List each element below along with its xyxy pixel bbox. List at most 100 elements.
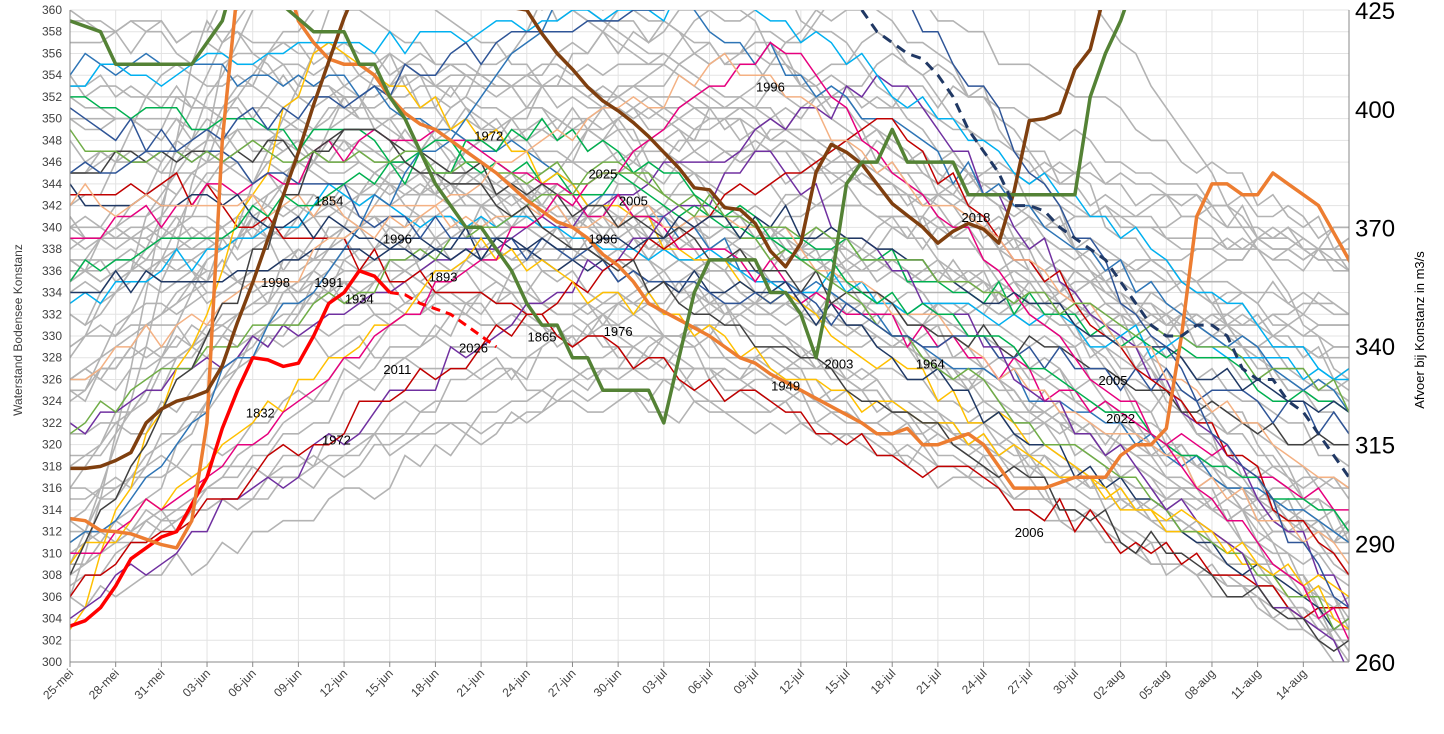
context-series-line <box>70 128 1349 511</box>
y-tick-label: 308 <box>42 568 62 582</box>
context-series-line <box>70 52 1349 489</box>
y-tick-label: 302 <box>42 633 62 647</box>
y2-tick-label: 425 <box>1355 0 1395 25</box>
x-tick-label: 27-jun <box>545 666 578 699</box>
y-tick-label: 328 <box>42 351 62 365</box>
y-tick-label: 316 <box>42 481 62 495</box>
year-label-1996: 1996 <box>383 232 412 247</box>
x-tick-label: 31-mei <box>132 666 168 702</box>
year-label-1996: 1996 <box>756 80 785 95</box>
x-tick-label: 15-jun <box>362 666 395 699</box>
y-tick-label: 306 <box>42 590 62 604</box>
historical-series-line <box>70 10 1349 283</box>
x-tick-label: 25-mei <box>40 666 76 702</box>
y-tick-label: 326 <box>42 372 62 386</box>
x-tick-label: 18-jun <box>408 666 441 699</box>
year-label-1934: 1934 <box>345 291 374 306</box>
x-tick-label: 06-jun <box>225 666 258 699</box>
year-label-2022: 2022 <box>1106 411 1135 426</box>
y-tick-label: 346 <box>42 155 62 169</box>
x-tick-label: 15-jul <box>822 666 853 697</box>
year-label-1976: 1976 <box>604 324 633 339</box>
x-tick-label: 30-jun <box>591 666 624 699</box>
x-tick-label: 12-jul <box>776 666 807 697</box>
y-tick-label: 318 <box>42 459 62 473</box>
year-labels-group: 1996 1972 2025 1854 2005 1996 1996 2018 1893 1998… <box>246 80 1135 541</box>
y-tick-label: 356 <box>42 46 62 60</box>
context-series-line <box>70 171 1349 620</box>
y-tick-label: 332 <box>42 307 62 321</box>
year-label-1998: 1998 <box>261 275 290 290</box>
year-label-2026: 2026 <box>459 340 488 355</box>
series-line-2026 <box>389 291 498 349</box>
year-label-1949: 1949 <box>771 378 800 393</box>
year-label-2005: 2005 <box>619 194 648 209</box>
y-tick-label: 340 <box>42 220 62 234</box>
y-tick-label: 310 <box>42 546 62 560</box>
y-tick-label: 324 <box>42 394 62 408</box>
x-tick-label: 24-jun <box>499 666 532 699</box>
year-label-1832: 1832 <box>246 406 275 421</box>
year-label-2011: 2011 <box>383 362 411 377</box>
y-tick-label: 342 <box>42 199 62 213</box>
y2-tick-label: 290 <box>1355 531 1395 558</box>
year-label-1964: 1964 <box>916 357 945 372</box>
y-tick-label: 336 <box>42 264 62 278</box>
year-label-2018: 2018 <box>961 210 990 225</box>
y-tick-label: 300 <box>42 655 62 669</box>
y-tick-label: 344 <box>42 177 62 191</box>
y-tick-label: 322 <box>42 416 62 430</box>
x-tick-label: 02-aug <box>1090 666 1126 702</box>
year-label-2025: 2025 <box>588 166 617 181</box>
year-label-1972: 1972 <box>474 128 503 143</box>
year-label-2005: 2005 <box>1099 373 1128 388</box>
y-tick-label: 330 <box>42 329 62 343</box>
x-tick-label: 06-jul <box>685 666 716 697</box>
y-tick-label: 338 <box>42 242 62 256</box>
year-label-1854: 1854 <box>314 194 343 209</box>
context-series-line <box>70 10 1349 609</box>
y-tick-label: 354 <box>42 68 62 82</box>
y2-axis-title: Afvoer bij Konstanz in m3/s <box>1412 251 1427 409</box>
y2-tick-label: 260 <box>1355 650 1395 677</box>
year-label-2003: 2003 <box>824 357 853 372</box>
y-tick-label: 360 <box>42 3 62 17</box>
x-tick-label: 21-jun <box>454 666 487 699</box>
x-tick-label: 12-jun <box>317 666 350 699</box>
year-label-1991: 1991 <box>314 275 343 290</box>
x-tick-label: 28-mei <box>86 666 122 702</box>
y2-tick-label: 340 <box>1355 334 1395 361</box>
year-label-2006: 2006 <box>1015 525 1044 540</box>
series-line-2018 <box>860 10 1349 479</box>
x-tick-label: 18-jul <box>868 666 899 697</box>
year-label-1996: 1996 <box>588 232 617 247</box>
y-tick-label: 312 <box>42 525 62 539</box>
y2-tick-label: 400 <box>1355 97 1395 124</box>
y-tick-label: 350 <box>42 112 62 126</box>
series-line-2025 <box>70 10 1103 471</box>
x-tick-label: 03-jun <box>180 666 213 699</box>
y2-tick-label: 370 <box>1355 215 1395 242</box>
x-tick-label: 09-jun <box>271 666 304 699</box>
y-tick-label: 348 <box>42 133 62 147</box>
context-series-line <box>70 10 1349 381</box>
x-tick-label: 27-jul <box>1005 666 1036 697</box>
x-tick-label: 09-jul <box>731 666 762 697</box>
year-label-1865: 1865 <box>528 329 557 344</box>
context-series-line <box>70 129 1349 413</box>
context-series-line <box>70 41 1349 641</box>
series-line-1865 <box>70 10 1127 425</box>
y2-tick-label: 315 <box>1355 433 1395 460</box>
x-tick-label: 14-aug <box>1273 666 1309 702</box>
historical-series-line <box>70 52 1349 500</box>
x-tick-label: 30-jul <box>1050 666 1081 697</box>
x-tick-label: 08-aug <box>1182 666 1218 702</box>
y-tick-label: 352 <box>42 90 62 104</box>
year-label-1972: 1972 <box>322 433 351 448</box>
y-tick-label: 358 <box>42 25 62 39</box>
highlight-series-group <box>70 10 1349 662</box>
series-line-1976 <box>70 10 1349 550</box>
y-tick-label: 334 <box>42 286 62 300</box>
